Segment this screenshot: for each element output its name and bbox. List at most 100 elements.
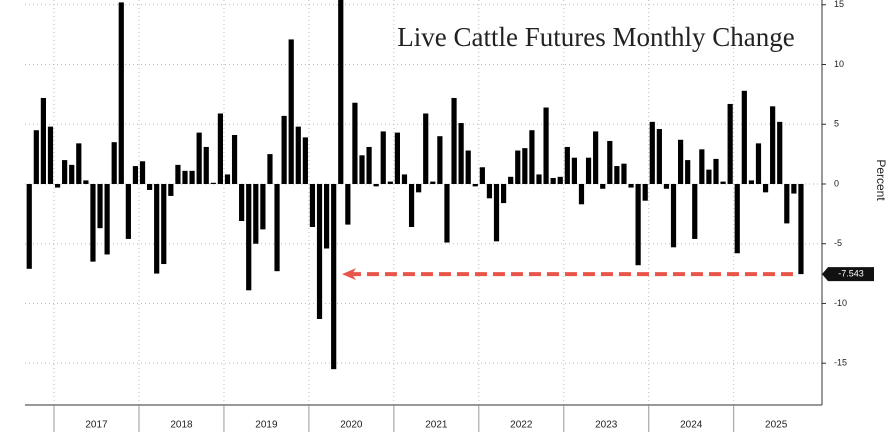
bar: [699, 149, 705, 184]
bar: [557, 176, 563, 184]
bar: [359, 155, 365, 184]
bar: [76, 143, 82, 184]
bar: [239, 183, 245, 222]
bar: [437, 136, 443, 184]
y-tick-label: 10: [834, 59, 844, 69]
bar: [331, 183, 337, 370]
bar: [678, 139, 684, 184]
bar: [217, 113, 223, 184]
bar: [493, 183, 500, 242]
x-tick-label: 2018: [170, 420, 193, 431]
bar: [118, 2, 124, 184]
bar: [508, 176, 514, 184]
bar: [486, 183, 493, 199]
bar: [663, 183, 670, 189]
bar: [231, 135, 238, 184]
bar: [571, 157, 577, 184]
bar: [139, 161, 146, 184]
x-tick-label: 2017: [85, 420, 108, 431]
bar: [791, 183, 797, 194]
bar: [324, 183, 330, 249]
bar: [210, 182, 216, 184]
bar: [600, 183, 606, 189]
bar: [515, 150, 521, 184]
bar: [274, 183, 280, 272]
bar: [501, 183, 507, 204]
bar: [777, 121, 783, 184]
bar: [154, 183, 160, 274]
bar: [281, 115, 287, 184]
bar: [125, 183, 131, 239]
bar: [479, 167, 485, 184]
bar: [26, 183, 32, 269]
x-tick-label: 2020: [340, 420, 363, 431]
bar: [90, 183, 96, 262]
chart-title: Live Cattle Futures Monthly Change: [397, 22, 794, 52]
bar: [755, 143, 762, 184]
bar: [727, 103, 733, 184]
value-label-box: [822, 267, 874, 282]
bar: [288, 39, 294, 184]
y-tick-label: -5: [834, 238, 842, 248]
bar: [578, 183, 585, 205]
bar: [168, 183, 174, 196]
bar: [472, 183, 478, 187]
bar: [62, 160, 68, 184]
bar: [628, 183, 634, 188]
bar: [649, 121, 655, 184]
bar: [380, 131, 386, 184]
bar: [614, 166, 620, 184]
y-tick-label: 5: [834, 119, 839, 129]
bar: [147, 183, 153, 190]
x-tick-label: 2022: [510, 420, 533, 431]
bar: [40, 97, 46, 184]
bar: [260, 183, 266, 230]
bar: [366, 146, 372, 184]
x-tick-label: 2021: [425, 420, 448, 431]
x-tick-label: 2025: [765, 420, 788, 431]
bar: [522, 148, 528, 184]
bar: [529, 130, 535, 184]
bar: [33, 130, 39, 184]
bar: [564, 146, 570, 184]
bar: [692, 183, 698, 239]
bar: [316, 183, 323, 319]
bar: [416, 183, 422, 193]
bar: [69, 164, 75, 184]
bar: [295, 126, 301, 184]
bar: [302, 137, 308, 184]
bar: [423, 113, 429, 184]
bar: [543, 107, 549, 184]
bar: [387, 181, 393, 184]
bar: [224, 174, 231, 184]
bar: [713, 158, 719, 184]
bar: [54, 183, 61, 188]
bar: [309, 183, 316, 227]
bar: [536, 174, 542, 184]
bar: [83, 180, 89, 184]
annotation-arrowhead: [342, 268, 356, 281]
bar: [635, 183, 641, 266]
y-tick-label: -10: [834, 298, 847, 308]
bar: [706, 169, 712, 184]
value-label: -7.543: [838, 268, 864, 278]
x-tick-label: 2024: [680, 420, 703, 431]
bar: [196, 132, 202, 184]
bar: [203, 146, 209, 184]
bar: [104, 183, 110, 255]
bar: [394, 132, 400, 184]
bar: [97, 183, 103, 229]
bar: [770, 106, 776, 184]
y-tick-label: -15: [834, 358, 847, 368]
bar: [430, 181, 436, 184]
bar: [762, 183, 769, 193]
bar: [373, 183, 379, 187]
bar: [352, 102, 358, 184]
bar: [458, 123, 464, 184]
bar: [550, 178, 556, 184]
bar: [670, 183, 677, 248]
bar: [741, 90, 747, 184]
bar: [182, 170, 188, 184]
bar: [465, 150, 471, 184]
